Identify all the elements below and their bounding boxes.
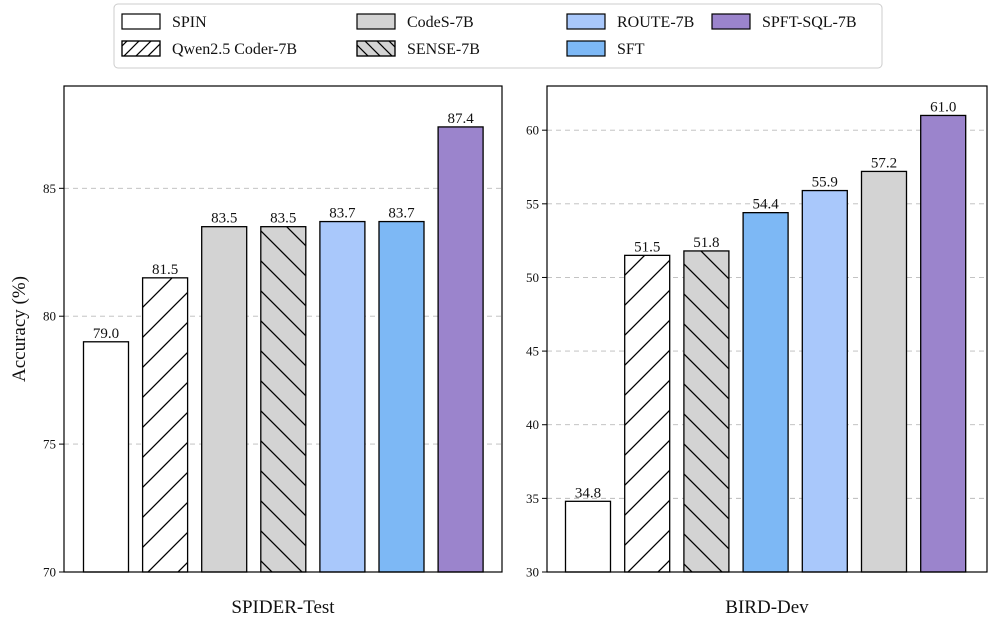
bar-sense-7b: 51.8 [683, 235, 730, 573]
chart-panel-spider-test: 79.0 81.5 83.5 83.5 83.7 83.7 87.4 70 75 80 85 SPID… [9, 85, 503, 618]
y-tick-label: 35 [526, 491, 539, 506]
y-tick-label: 85 [43, 181, 56, 196]
legend-label: SPFT-SQL-7B [762, 14, 857, 31]
legend-frame [113, 3, 883, 69]
bar-value-label: 34.8 [575, 485, 601, 501]
bar-fill [920, 115, 966, 573]
bar-spft-sql-7b: 87.4 [437, 111, 484, 573]
legend: SPIN Qwen2.5 Coder-7B CodeS-7B SENSE-7B ROUT… [113, 3, 883, 69]
chart-panels: 79.0 81.5 83.5 83.5 83.7 83.7 87.4 70 75 80 85 SPID… [9, 85, 988, 618]
legend-swatch [711, 13, 751, 30]
legend-swatch-hatch [121, 40, 161, 57]
chart-panel-bird-dev: 34.8 51.5 51.8 54.4 55.9 57.2 61.0 30 35 40 45 50 55… [526, 85, 988, 618]
bar-spin: 79.0 [82, 326, 130, 573]
legend-item-spft-sql-7b: SPFT-SQL-7B [711, 13, 857, 31]
y-tick-label: 60 [526, 123, 539, 138]
bar-spft-sql-7b: 61.0 [920, 99, 967, 573]
bar-spin: 34.8 [564, 485, 612, 573]
bar-value-label: 83.5 [270, 211, 296, 227]
y-tick-label: 45 [526, 344, 539, 359]
bar-fill [743, 212, 789, 572]
axes-frame [63, 85, 503, 573]
legend-item-spin: SPIN [121, 13, 207, 31]
legend-label: CodeS-7B [407, 14, 474, 31]
legend-swatch-hatch [356, 40, 396, 57]
y-tick-label: 55 [526, 196, 539, 211]
y-tick-label: 50 [526, 270, 539, 285]
bar-value-label: 87.4 [447, 111, 474, 127]
bar-hatch [142, 277, 188, 572]
legend-item-qwen2-5-coder-7b: Qwen2.5 Coder-7B [121, 40, 297, 58]
bar-value-label: 79.0 [93, 326, 119, 342]
bar-qwen2-5-coder-7b: 81.5 [141, 262, 189, 573]
bar-value-label: 51.8 [693, 235, 719, 251]
bar-fill [201, 226, 247, 572]
bar-value-label: 83.7 [329, 206, 356, 222]
bar-value-label: 51.5 [634, 239, 660, 255]
legend-label: SPIN [172, 14, 207, 31]
bar-qwen2-5-coder-7b: 51.5 [624, 239, 671, 573]
legend-swatch [566, 13, 606, 30]
bar-value-label: 83.5 [211, 211, 237, 227]
bar-value-label: 83.7 [388, 206, 415, 222]
legend-swatch [566, 40, 606, 57]
y-tick-label: 75 [43, 437, 56, 452]
axes-frame [546, 85, 988, 573]
y-axis-label: Accuracy (%) [9, 276, 30, 382]
y-tick-label: 80 [43, 309, 56, 324]
bar-value-label: 61.0 [930, 99, 956, 115]
panel-title: BIRD-Dev [725, 597, 809, 618]
bar-fill [565, 501, 611, 572]
y-tick-label: 30 [526, 565, 539, 580]
bar-route-7b: 55.9 [801, 175, 848, 573]
legend-label: ROUTE-7B [617, 14, 694, 31]
legend-swatch [356, 13, 396, 30]
bar-sense-7b: 83.5 [260, 211, 307, 573]
legend-item-route-7b: ROUTE-7B [566, 13, 694, 31]
bar-fill [861, 171, 907, 572]
legend-swatch [121, 13, 161, 30]
legend-item-sft: SFT [566, 40, 645, 58]
legend-label: SENSE-7B [407, 41, 480, 58]
bar-codes-7b: 57.2 [860, 155, 908, 573]
bar-fill [802, 190, 848, 572]
bar-codes-7b: 83.5 [201, 211, 248, 573]
legend-item-codes-7b: CodeS-7B [356, 13, 474, 31]
panel-title: SPIDER-Test [231, 597, 335, 618]
legend-item-sense-7b: SENSE-7B [356, 40, 480, 58]
bar-hatch [260, 226, 306, 572]
bar-value-label: 54.4 [752, 197, 779, 213]
bar-sft: 54.4 [742, 197, 789, 573]
bar-fill [379, 221, 424, 572]
y-tick-label: 40 [526, 417, 539, 432]
bar-fill [438, 126, 484, 572]
bar-hatch [624, 255, 670, 572]
bar-route-7b: 83.7 [319, 206, 366, 573]
bar-fill [319, 221, 365, 572]
bar-fill [83, 341, 129, 572]
y-tick-label: 70 [43, 565, 56, 580]
bar-hatch [683, 250, 729, 573]
bar-sft: 83.7 [378, 206, 425, 573]
bar-value-label: 81.5 [152, 262, 178, 278]
legend-label: Qwen2.5 Coder-7B [172, 41, 297, 58]
bar-value-label: 57.2 [871, 155, 897, 171]
bar-value-label: 55.9 [812, 175, 838, 191]
legend-label: SFT [617, 41, 645, 58]
